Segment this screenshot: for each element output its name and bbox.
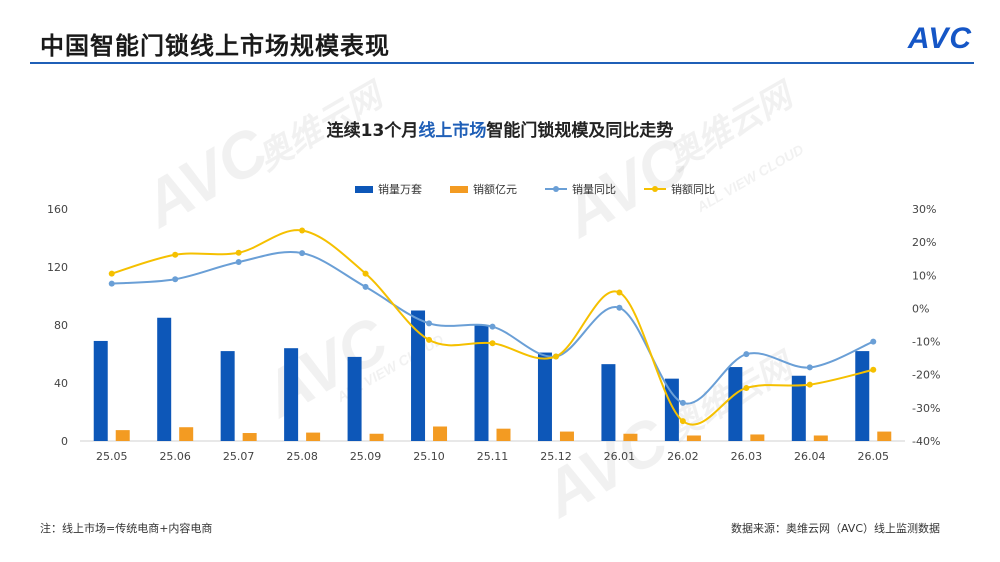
point-volume-yoy: [870, 338, 877, 345]
bar-amount: [242, 433, 257, 441]
bar-amount: [877, 431, 892, 441]
point-amount-yoy: [362, 270, 369, 277]
bar-volume: [411, 310, 426, 441]
point-amount-yoy: [489, 340, 496, 347]
point-amount-yoy: [299, 227, 306, 234]
header-rule: [30, 62, 974, 64]
x-tick-label: 25.11: [477, 450, 509, 463]
bar-amount: [369, 433, 384, 441]
legend-label-volume: 销量万套: [378, 183, 422, 196]
bar-amount: [306, 432, 321, 441]
page-title: 中国智能门锁线上市场规模表现: [40, 32, 390, 60]
y-left-tick-label: 40: [54, 377, 68, 390]
bar-volume: [93, 340, 108, 441]
y-right-tick-label: -10%: [912, 336, 940, 349]
point-amount-yoy: [235, 249, 242, 256]
chart-title: 连续13个月线上市场智能门锁规模及同比走势: [326, 121, 674, 141]
legend-label-volume-yoy: 销量同比: [572, 183, 616, 196]
x-tick-label: 25.10: [413, 450, 445, 463]
bar-amount: [496, 428, 511, 441]
point-amount-yoy: [172, 251, 179, 258]
bar-amount: [686, 435, 701, 441]
y-left-tick-label: 0: [61, 435, 68, 448]
point-volume-yoy: [679, 399, 686, 406]
point-volume-yoy: [362, 283, 369, 290]
point-volume-yoy: [806, 364, 813, 371]
x-tick-label: 26.04: [794, 450, 826, 463]
bar-volume: [855, 351, 870, 441]
point-volume-yoy: [616, 304, 623, 311]
point-amount-yoy: [108, 270, 115, 277]
point-volume-yoy: [299, 250, 306, 257]
chart-legend: 销量万套 销额亿元 销量同比 销额同比: [355, 181, 715, 197]
y-right-tick-label: -30%: [912, 402, 940, 415]
bar-amount: [179, 427, 194, 441]
data-source: 数据来源：奥维云网（AVC）线上监测数据: [730, 522, 940, 535]
legend-item-volume: 销量万套: [355, 181, 422, 197]
legend-label-amount: 销额亿元: [473, 183, 517, 196]
bar-amount: [115, 430, 130, 441]
y-right-tick-label: -40%: [912, 435, 940, 448]
bar-amount: [623, 433, 638, 441]
point-amount-yoy: [679, 418, 686, 425]
bar-volume: [157, 317, 172, 441]
point-volume-yoy: [426, 320, 433, 327]
bar-volume: [220, 351, 235, 441]
x-tick-label: 26.01: [604, 450, 636, 463]
bar-volume: [284, 348, 299, 441]
point-amount-yoy: [870, 366, 877, 373]
point-volume-yoy: [489, 323, 496, 330]
y-right-tick-label: 20%: [912, 236, 936, 249]
footnote: 注：线上市场=传统电商+内容电商: [40, 522, 213, 535]
legend-swatch-amount: [450, 185, 468, 193]
bar-amount: [433, 426, 448, 441]
x-tick-label: 26.03: [731, 450, 763, 463]
legend-label-amount-yoy: 销额同比: [671, 183, 715, 196]
bar-volume: [601, 364, 616, 441]
x-tick-label: 26.05: [858, 450, 890, 463]
x-tick-label: 25.06: [159, 450, 191, 463]
x-tick-label: 25.07: [223, 450, 255, 463]
x-tick-label: 26.02: [667, 450, 699, 463]
bar-amount: [559, 431, 574, 441]
legend-item-volume-yoy: 销量同比: [545, 181, 616, 197]
point-amount-yoy: [616, 289, 623, 296]
x-tick-label: 25.05: [96, 450, 128, 463]
bar-volume: [474, 325, 489, 441]
legend-swatch-amount-yoy: [644, 184, 666, 194]
bar-volume: [728, 367, 743, 441]
y-right-tick-label: 0%: [912, 302, 929, 315]
y-left-tick-label: 160: [47, 203, 68, 216]
bar-volume: [791, 375, 806, 441]
point-volume-yoy: [235, 259, 242, 266]
legend-swatch-volume-yoy: [545, 184, 567, 194]
legend-swatch-volume: [355, 185, 373, 193]
point-volume-yoy: [172, 276, 179, 283]
point-amount-yoy: [552, 353, 559, 360]
point-volume-yoy: [108, 280, 115, 287]
y-right-tick-label: -20%: [912, 369, 940, 382]
x-tick-label: 25.08: [286, 450, 318, 463]
point-volume-yoy: [743, 351, 750, 358]
x-tick-label: 25.12: [540, 450, 572, 463]
x-tick-label: 25.09: [350, 450, 382, 463]
point-amount-yoy: [743, 384, 750, 391]
bar-amount: [813, 435, 828, 441]
bar-amount: [750, 434, 765, 441]
legend-item-amount-yoy: 销额同比: [644, 181, 715, 197]
point-amount-yoy: [426, 336, 433, 343]
bar-volume: [664, 378, 679, 441]
y-left-tick-label: 120: [47, 261, 68, 274]
y-left-tick-label: 80: [54, 319, 68, 332]
y-right-tick-label: 30%: [912, 203, 936, 216]
y-right-tick-label: 10%: [912, 269, 936, 282]
point-amount-yoy: [806, 381, 813, 388]
bar-volume: [347, 356, 362, 441]
avc-logo: AVC: [907, 22, 972, 55]
bar-volume: [537, 352, 552, 441]
legend-item-amount: 销额亿元: [450, 181, 517, 197]
